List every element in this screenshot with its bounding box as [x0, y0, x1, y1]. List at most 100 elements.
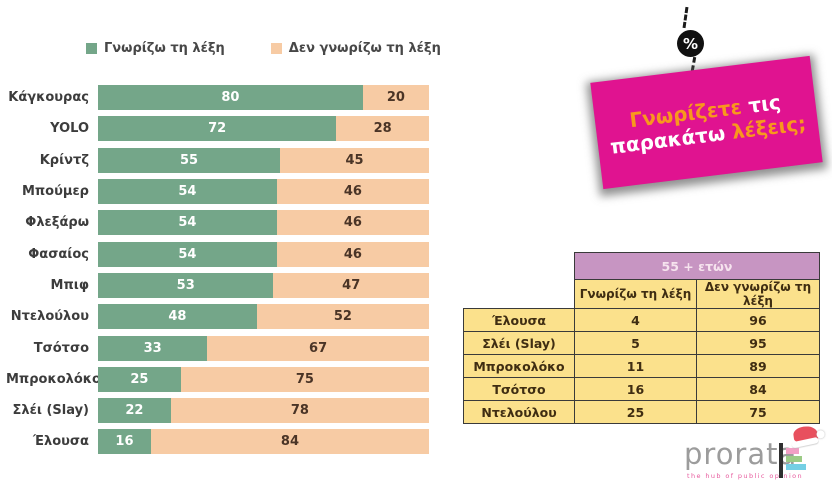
- logo-stripe-blue-icon: [786, 464, 806, 470]
- column-header-row: Γνωρίζω τη λέξη Δεν γνωρίζω τη λέξη: [464, 279, 820, 309]
- value-label: 46: [343, 215, 362, 231]
- bar-row: YOLO 72 28: [6, 113, 432, 144]
- table-row: Σλέι (Slay) 5 95: [463, 331, 820, 355]
- bar-row: Ντελούλου 48 52: [6, 301, 432, 332]
- row-value: 16: [574, 377, 697, 401]
- bar-segment-know: 33: [98, 335, 208, 361]
- row-label: Σλέι (Slay): [463, 331, 575, 355]
- bar-segment-know: 72: [98, 116, 337, 142]
- bar-segment-know: 53: [98, 272, 274, 298]
- legend-item-know: Γνωρίζω τη λέξη: [86, 41, 225, 56]
- bar-segment-dont-know: 46: [276, 179, 429, 205]
- row-label: Ντελούλου: [463, 400, 575, 424]
- row-label: Έλουσα: [463, 308, 575, 332]
- stacked-bar: 55 45: [98, 147, 429, 173]
- bar-row: Έλουσα 16 84: [6, 426, 432, 457]
- value-label: 53: [176, 277, 195, 293]
- bar-segment-dont-know: 45: [280, 147, 429, 173]
- bar-row: Φλεξάρω 54 46: [6, 207, 432, 238]
- column-header-dont-know: Δεν γνωρίζω τη λέξη: [696, 279, 820, 309]
- value-label: 46: [343, 184, 362, 200]
- value-label: 67: [309, 340, 328, 356]
- bar-segment-know: 55: [98, 147, 281, 173]
- category-label: Σλέι (Slay): [12, 403, 89, 419]
- age-55-table: 55 + ετών Γνωρίζω τη λέξη Δεν γνωρίζω τη…: [463, 252, 820, 424]
- bar-segment-dont-know: 46: [276, 210, 429, 236]
- row-label: Μπροκολόκο: [463, 354, 575, 378]
- bar-segment-dont-know: 75: [180, 366, 429, 392]
- stacked-bar: 16 84: [98, 429, 429, 455]
- bar-segment-dont-know: 78: [170, 398, 429, 424]
- bar-row: Μπούμερ 54 46: [6, 176, 432, 207]
- legend-label-know: Γνωρίζω τη λέξη: [104, 41, 225, 56]
- category-label: Φλεξάρω: [25, 215, 89, 231]
- row-value: 89: [696, 354, 820, 378]
- stacked-bar: 22 78: [98, 398, 429, 424]
- value-label: 54: [178, 246, 197, 262]
- table-spacer: [464, 253, 575, 280]
- legend-item-dont-know: Δεν γνωρίζω τη λέξη: [270, 41, 441, 56]
- age-header-row: 55 + ετών: [464, 252, 820, 280]
- bar-segment-know: 54: [98, 241, 277, 267]
- age-group-header: 55 + ετών: [574, 252, 820, 280]
- category-label: Κρίντζ: [39, 152, 89, 168]
- bar-segment-know: 22: [98, 398, 171, 424]
- value-label: 54: [178, 215, 197, 231]
- table-row: Έλουσα 4 96: [463, 308, 820, 332]
- bar-segment-dont-know: 20: [362, 85, 429, 111]
- value-label: 20: [386, 90, 405, 106]
- logo-tagline: the hub of public opinion: [687, 472, 804, 480]
- category-label: Ντελούλου: [10, 309, 89, 325]
- value-label: 48: [168, 309, 187, 325]
- bar-row: Τσότσο 33 67: [6, 332, 432, 363]
- bar-segment-dont-know: 84: [150, 429, 429, 455]
- stacked-bar-chart: Κάγκουρας 80 20 YOLO 72 28 Κρίντζ 55 45 Μπούμερ 54…: [6, 82, 432, 458]
- bar-row: Μπροκολόκο 25 75: [6, 364, 432, 395]
- stacked-bar: 33 67: [98, 335, 429, 361]
- category-label: YOLO: [50, 121, 89, 137]
- category-label: Μπιφ: [50, 277, 89, 293]
- bar-segment-dont-know: 47: [273, 272, 429, 298]
- row-value: 5: [574, 331, 697, 355]
- value-label: 84: [280, 434, 300, 450]
- row-value: 75: [696, 400, 820, 424]
- table-row: Τσότσο 16 84: [463, 377, 820, 401]
- bar-segment-know: 54: [98, 179, 277, 205]
- value-label: 46: [343, 246, 362, 262]
- value-label: 45: [345, 152, 364, 168]
- bar-segment-know: 25: [98, 366, 181, 392]
- bar-segment-know: 80: [98, 85, 363, 111]
- table-spacer: [464, 280, 575, 309]
- category-label: Μπούμερ: [21, 184, 89, 200]
- percent-badge-icon: %: [677, 30, 704, 57]
- value-label: 33: [143, 340, 162, 356]
- legend-label-dont-know: Δεν γνωρίζω τη λέξη: [288, 41, 441, 56]
- santa-hat-icon: [789, 422, 829, 455]
- row-value: 84: [696, 377, 820, 401]
- row-value: 95: [696, 331, 820, 355]
- stacked-bar: 72 28: [98, 116, 429, 142]
- table-row: Ντελούλου 25 75: [463, 400, 820, 424]
- dashed-connector: [682, 6, 689, 29]
- value-label: 25: [130, 371, 149, 387]
- logo-stripe-green-icon: [786, 456, 802, 462]
- value-label: 80: [221, 90, 240, 106]
- age-table-body: Έλουσα 4 96 Σλέι (Slay) 5 95 Μπροκολόκο 11 89 Τσό…: [463, 308, 820, 424]
- stacked-bar: 54 46: [98, 179, 429, 205]
- bar-segment-dont-know: 28: [336, 116, 429, 142]
- bar-segment-dont-know: 52: [256, 304, 429, 330]
- stacked-bar: 53 47: [98, 272, 429, 298]
- bar-row: Σλέι (Slay) 22 78: [6, 395, 432, 426]
- row-value: 11: [574, 354, 697, 378]
- stacked-bar: 54 46: [98, 210, 429, 236]
- chart-legend: Γνωρίζω τη λέξη Δεν γνωρίζω τη λέξη: [86, 41, 441, 56]
- value-label: 54: [178, 184, 197, 200]
- legend-swatch-dont-know-icon: [270, 43, 282, 54]
- value-label: 72: [208, 121, 227, 137]
- bar-row: Μπιφ 53 47: [6, 270, 432, 301]
- bar-row: Φασαίος 54 46: [6, 238, 432, 269]
- bar-segment-know: 16: [98, 429, 151, 455]
- stacked-bar: 54 46: [98, 241, 429, 267]
- santa-hat-pompom: [816, 429, 826, 439]
